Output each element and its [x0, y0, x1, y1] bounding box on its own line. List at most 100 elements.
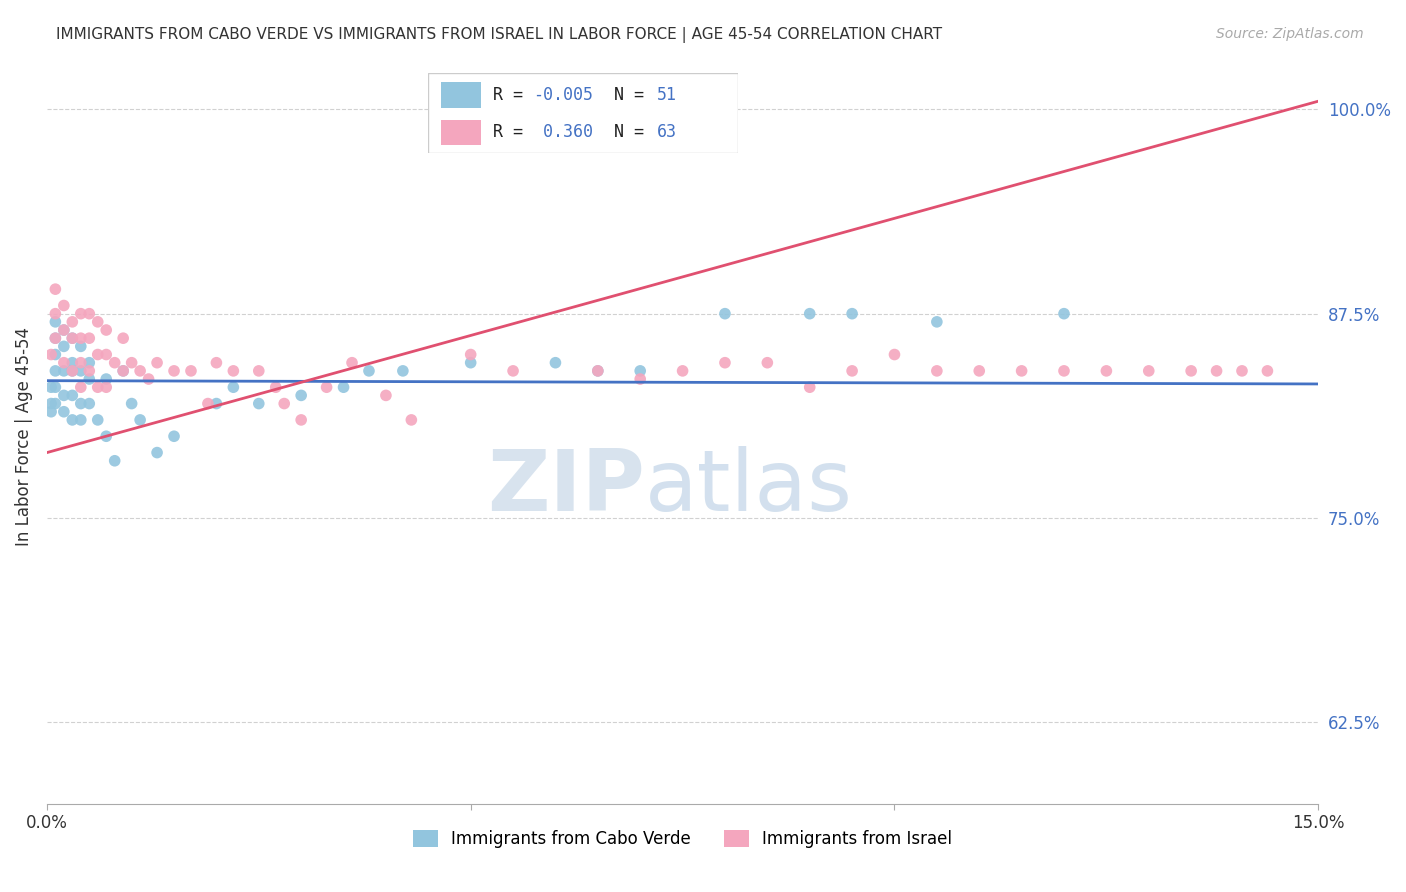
- Point: [1011, 364, 1033, 378]
- Point: [52, 323, 75, 337]
- Point: [96, 372, 118, 386]
- Point: [52, 356, 75, 370]
- Point: [60, 331, 83, 345]
- Point: [138, 372, 160, 386]
- Point: [925, 364, 948, 378]
- Point: [163, 429, 186, 443]
- Point: [401, 413, 423, 427]
- Text: -0.005: -0.005: [533, 86, 593, 103]
- Point: [44, 331, 66, 345]
- Point: [1053, 364, 1076, 378]
- Point: [52, 405, 75, 419]
- Point: [44, 364, 66, 378]
- Point: [205, 356, 228, 370]
- Point: [671, 364, 693, 378]
- Bar: [440, 120, 481, 145]
- Text: R =: R =: [494, 86, 533, 103]
- Point: [273, 396, 295, 410]
- Point: [714, 307, 737, 321]
- Point: [60, 356, 83, 370]
- Point: [315, 380, 337, 394]
- Point: [87, 315, 110, 329]
- Text: Source: ZipAtlas.com: Source: ZipAtlas.com: [1216, 27, 1364, 41]
- Point: [460, 356, 482, 370]
- Point: [69, 331, 91, 345]
- Point: [44, 307, 66, 321]
- Point: [502, 364, 524, 378]
- Point: [69, 339, 91, 353]
- Text: IMMIGRANTS FROM CABO VERDE VS IMMIGRANTS FROM ISRAEL IN LABOR FORCE | AGE 45-54 : IMMIGRANTS FROM CABO VERDE VS IMMIGRANTS…: [56, 27, 942, 43]
- Point: [460, 347, 482, 361]
- Point: [290, 388, 312, 402]
- Point: [60, 331, 83, 345]
- Point: [714, 356, 737, 370]
- Point: [841, 307, 863, 321]
- Text: R =: R =: [494, 122, 533, 141]
- Point: [44, 315, 66, 329]
- Point: [264, 380, 287, 394]
- Point: [87, 380, 110, 394]
- Point: [1205, 364, 1227, 378]
- Text: 51: 51: [657, 86, 678, 103]
- Text: 63: 63: [657, 122, 678, 141]
- Point: [39, 405, 62, 419]
- Point: [39, 396, 62, 410]
- Point: [69, 413, 91, 427]
- Point: [121, 396, 143, 410]
- Point: [44, 347, 66, 361]
- Point: [96, 323, 118, 337]
- Point: [1053, 307, 1076, 321]
- Point: [1180, 364, 1202, 378]
- Point: [77, 356, 100, 370]
- Point: [628, 364, 651, 378]
- Point: [374, 388, 396, 402]
- Point: [69, 307, 91, 321]
- Point: [52, 388, 75, 402]
- Point: [52, 364, 75, 378]
- Point: [112, 331, 135, 345]
- Point: [1095, 364, 1118, 378]
- Point: [290, 413, 312, 427]
- Point: [180, 364, 202, 378]
- Point: [52, 323, 75, 337]
- Point: [69, 356, 91, 370]
- Point: [77, 331, 100, 345]
- Point: [129, 413, 152, 427]
- Point: [146, 356, 169, 370]
- Point: [104, 454, 127, 468]
- Point: [247, 364, 270, 378]
- Point: [544, 356, 567, 370]
- Point: [628, 372, 651, 386]
- Point: [96, 347, 118, 361]
- Point: [60, 413, 83, 427]
- Point: [52, 339, 75, 353]
- Point: [146, 445, 169, 459]
- Point: [60, 364, 83, 378]
- Point: [357, 364, 380, 378]
- Point: [841, 364, 863, 378]
- Point: [756, 356, 779, 370]
- Point: [247, 396, 270, 410]
- Point: [69, 380, 91, 394]
- Point: [96, 429, 118, 443]
- Point: [77, 372, 100, 386]
- Point: [222, 364, 245, 378]
- Point: [121, 356, 143, 370]
- Point: [60, 315, 83, 329]
- Point: [883, 347, 905, 361]
- Point: [44, 396, 66, 410]
- Point: [60, 388, 83, 402]
- Text: atlas: atlas: [644, 446, 852, 529]
- Point: [44, 331, 66, 345]
- Point: [87, 413, 110, 427]
- Point: [340, 356, 363, 370]
- Point: [799, 307, 821, 321]
- Point: [39, 380, 62, 394]
- Point: [967, 364, 990, 378]
- Point: [52, 298, 75, 312]
- Point: [44, 380, 66, 394]
- Point: [586, 364, 609, 378]
- Text: 0.360: 0.360: [533, 122, 593, 141]
- Point: [60, 364, 83, 378]
- Point: [69, 364, 91, 378]
